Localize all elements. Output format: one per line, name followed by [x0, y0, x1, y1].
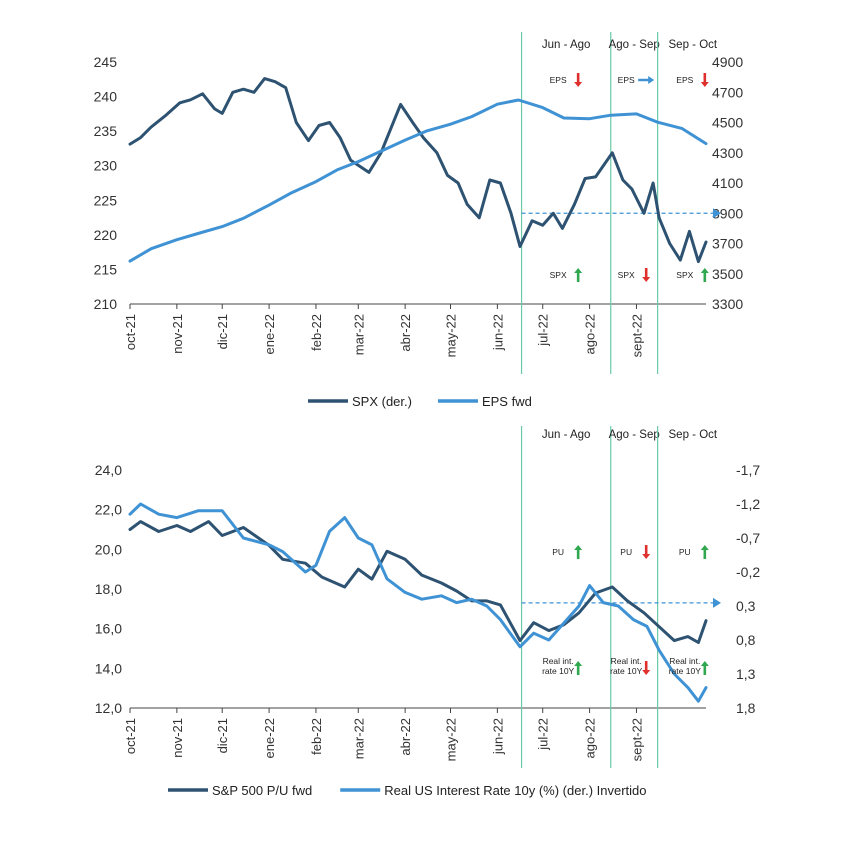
left-axis-tick-label: 215 [94, 261, 118, 277]
x-axis-tick-label: feb-22 [309, 314, 324, 351]
x-axis-tick-label: oct-21 [123, 314, 138, 350]
right-axis-tick-label: -1,7 [736, 462, 760, 478]
left-axis-tick-label: 245 [94, 54, 118, 70]
annotation-label: EPS [550, 75, 567, 85]
chart-panel-1: 245 240 235 230 225 220 215 210 4900 4700 4500 4300… [94, 32, 743, 409]
x-axis-tick-label: may-22 [444, 718, 459, 761]
annotation-arrow-down-icon [574, 73, 583, 87]
annotation-label: Real int. rate 10Y [542, 656, 574, 676]
annotation-label: SPX [618, 270, 635, 280]
legend-label: S&P 500 P/U fwd [212, 783, 312, 798]
x-axis-tick-label: sept-22 [629, 314, 644, 357]
right-axis-tick-label: 4300 [712, 145, 743, 161]
x-axis-tick-label: oct-21 [123, 718, 138, 754]
left-axis-tick-label: 24,0 [95, 462, 122, 478]
x-axis-tick-label: mar-22 [351, 314, 366, 355]
left-axis-tick-label: 220 [94, 227, 118, 243]
x-axis-tick-label: mar-22 [351, 718, 366, 759]
period-label: Ago - Sep [609, 39, 660, 51]
period-label: Ago - Sep [609, 429, 660, 441]
series-line-2 [128, 98, 708, 263]
annotation-label: PU [620, 547, 632, 557]
x-axis-tick-label: ago-22 [583, 718, 598, 758]
period-label: Sep - Oct [669, 39, 718, 51]
x-axis-tick-label: sept-22 [629, 718, 644, 761]
right-axis-tick-label: 4100 [712, 175, 743, 191]
period-label: Jun - Ago [542, 39, 591, 51]
left-axis-tick-label: 14,0 [95, 660, 122, 676]
annotation-label: PU [679, 547, 691, 557]
right-axis-tick-label: -1,2 [736, 496, 760, 512]
right-axis-tick-label: 1,3 [736, 666, 756, 682]
right-axis-tick-label: -0,7 [736, 530, 760, 546]
right-axis-tick-label: 0,8 [736, 632, 756, 648]
chart-panel-2: 24,0 22,0 20,0 18,0 16,0 14,0 12,0 -1,7 -1,2 -0,7… [95, 426, 760, 798]
annotation-arrow-up-icon [700, 268, 709, 282]
reference-arrow-head [713, 597, 721, 608]
right-axis-tick-label: 1,8 [736, 700, 756, 716]
annotation-arrow-right-icon [638, 76, 655, 84]
x-axis-tick-label: ene-22 [262, 718, 277, 758]
annotation-arrow-down-icon [642, 661, 651, 675]
x-axis-tick-label: dic-21 [215, 314, 230, 349]
x-axis-tick-label: jul-22 [536, 718, 551, 751]
right-axis-tick-label: 3900 [712, 205, 743, 221]
annotation-arrow-down-icon [642, 545, 651, 559]
annotation-label: EPS [676, 75, 693, 85]
annotation-arrow-up-icon [574, 545, 583, 559]
annotation-arrow-up-icon [574, 268, 583, 282]
left-axis-tick-label: 12,0 [95, 700, 122, 716]
x-axis-tick-label: jun-22 [490, 718, 505, 755]
legend-label: SPX (der.) [352, 394, 412, 409]
annotation-arrow-up-icon [574, 661, 583, 675]
annotation-arrow-down-icon [642, 268, 651, 282]
series-line-1 [128, 77, 708, 264]
left-axis-tick-label: 22,0 [95, 502, 122, 518]
annotation-label: Real int. rate 10Y [669, 656, 701, 676]
right-axis-tick-label: 4700 [712, 84, 743, 100]
annotation-label: SPX [676, 270, 693, 280]
annotation-label: PU [552, 547, 564, 557]
x-axis-tick-label: nov-21 [170, 718, 185, 758]
left-axis-tick-label: 235 [94, 123, 118, 139]
annotation-label: EPS [618, 75, 635, 85]
x-axis-tick-label: may-22 [444, 314, 459, 357]
legend-label: EPS fwd [482, 394, 532, 409]
annotation-arrow-up-icon [700, 661, 709, 675]
x-axis-tick-label: ago-22 [583, 314, 598, 354]
annotation-label: SPX [550, 270, 567, 280]
x-axis-tick-label: dic-21 [215, 718, 230, 753]
annotation-arrow-down-icon [700, 73, 709, 87]
left-axis-tick-label: 240 [94, 89, 118, 105]
x-axis-tick-label: ene-22 [262, 314, 277, 354]
left-axis-tick-label: 20,0 [95, 541, 122, 557]
annotation-arrow-up-icon [700, 545, 709, 559]
right-axis-tick-label: -0,2 [736, 564, 760, 580]
x-axis-tick-label: feb-22 [309, 718, 324, 755]
left-axis-tick-label: 18,0 [95, 581, 122, 597]
x-axis-tick-label: jun-22 [490, 314, 505, 351]
right-axis-tick-label: 3300 [712, 296, 743, 312]
right-axis-tick-label: 4900 [712, 54, 743, 70]
annotation-label: Real int. rate 10Y [610, 656, 642, 676]
right-axis-tick-label: 3700 [712, 236, 743, 252]
right-axis-tick-label: 0,3 [736, 598, 756, 614]
period-label: Jun - Ago [542, 429, 591, 441]
x-axis-tick-label: abr-22 [398, 718, 413, 756]
x-axis-tick-label: nov-21 [170, 314, 185, 354]
series-line-1 [128, 520, 708, 644]
period-label: Sep - Oct [669, 429, 718, 441]
right-axis-tick-label: 3500 [712, 266, 743, 282]
left-axis-tick-label: 230 [94, 158, 118, 174]
right-axis-tick-label: 4500 [712, 115, 743, 131]
legend-label: Real US Interest Rate 10y (%) (der.) Inv… [384, 783, 646, 798]
left-axis-tick-label: 16,0 [95, 621, 122, 637]
x-axis-tick-label: abr-22 [398, 314, 413, 352]
left-axis-tick-label: 225 [94, 192, 118, 208]
reference-arrow-head [713, 208, 721, 219]
series-line-2 [128, 502, 708, 703]
x-axis-tick-label: jul-22 [536, 314, 551, 347]
left-axis-tick-label: 210 [94, 296, 118, 312]
